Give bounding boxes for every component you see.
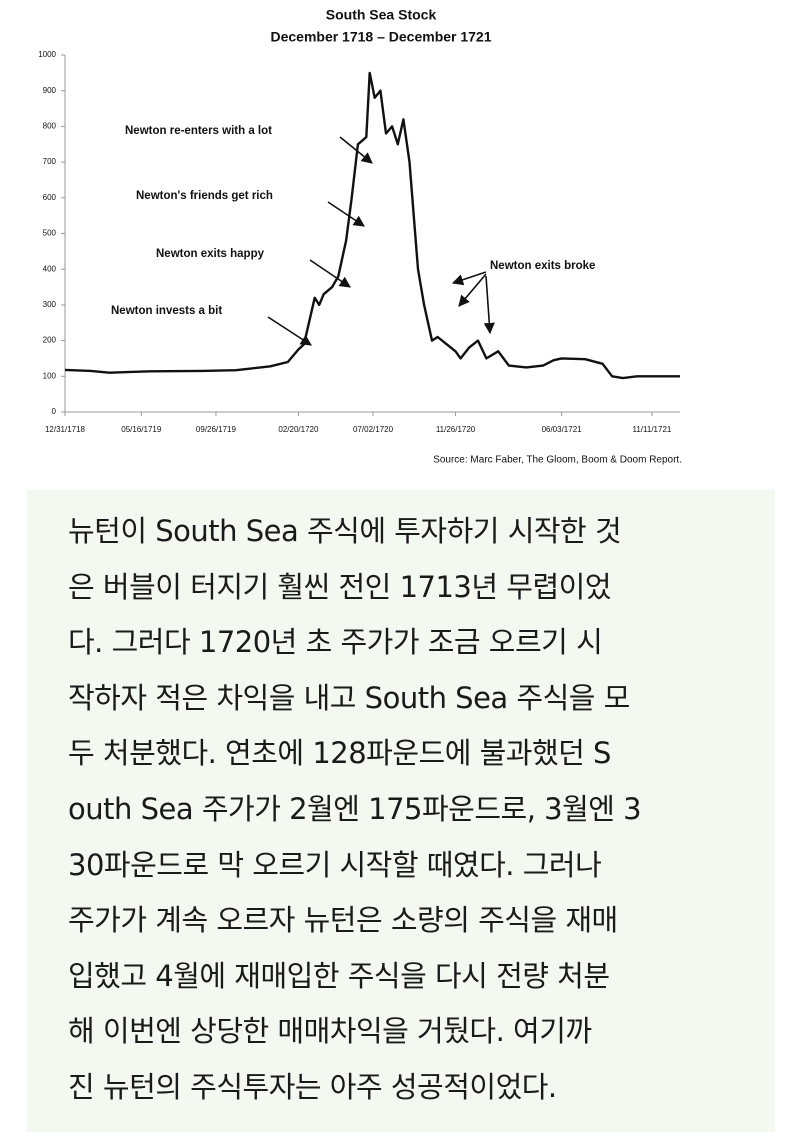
y-tick-label: 300 — [43, 300, 57, 309]
source: Source: Marc Faber, The Gloom, Boom & Do… — [433, 455, 682, 466]
article-line: 30파운드로 막 오르기 시작할 때였다. 그러나 — [68, 847, 602, 882]
y-tick-label: 900 — [43, 86, 57, 95]
x-tick-label: 06/03/1721 — [542, 425, 583, 434]
annotation-arrow — [309, 259, 351, 288]
annotation: Newton's friends get rich — [136, 190, 273, 202]
y-tick-label: 1000 — [38, 50, 56, 59]
article-line: 해 이번엔 상당한 매매차익을 거뒀다. 여기까 — [68, 1014, 592, 1049]
y-tick-label: 100 — [43, 371, 57, 380]
article-line: 작하자 적은 차익을 내고 South Sea 주식을 모 — [68, 680, 630, 715]
article-line: 입했고 4월에 재매입한 주식을 다시 전량 처분 — [68, 958, 610, 993]
annotation-arrow — [327, 201, 365, 227]
x-tick-label: 05/16/1719 — [121, 425, 162, 434]
annotation: Newton re-enters with a lot — [125, 125, 272, 137]
annotation: Newton invests a bit — [111, 305, 222, 317]
annotation-arrow — [339, 136, 373, 164]
article-line: 뉴턴이 South Sea 주식에 투자하기 시작한 것 — [68, 514, 622, 548]
y-tick-label: 700 — [43, 157, 57, 166]
article-line: 주가가 계속 오르자 뉴턴은 소량의 주식을 재매 — [68, 903, 618, 938]
article-line: outh Sea 주가가 2월엔 175파운드로, 3월엔 3 — [68, 792, 642, 826]
chart: South Sea Stock December 1718 – December… — [38, 7, 682, 466]
x-tick-label: 12/31/1718 — [45, 425, 86, 434]
y-tick-label: 800 — [43, 122, 57, 131]
chart-subtitle: December 1718 – December 1721 — [270, 29, 491, 45]
x-tick-label: 11/11/1721 — [633, 425, 672, 434]
annotation-arrow — [458, 273, 487, 307]
annotation: Newton exits broke — [490, 260, 595, 272]
annotation: Newton exits happy — [156, 248, 265, 260]
article-line: 은 버블이 터지기 훨씬 전인 1713년 무렵이었 — [68, 569, 612, 604]
annotation-arrow — [267, 316, 312, 346]
price-line — [64, 71, 680, 380]
article-line: 두 처분했다. 연초에 128파운드에 불과했던 S — [68, 736, 611, 771]
article-line: 진 뉴턴의 주식투자는 아주 성공적이었다. — [68, 1070, 557, 1104]
y-tick-label: 200 — [43, 336, 57, 345]
article-line: 다. 그러다 1720년 초 주가가 조금 오르기 시 — [68, 625, 603, 660]
y-tick-label: 600 — [43, 193, 57, 202]
x-tick-label: 07/02/1720 — [353, 425, 394, 434]
x-tick-label: 09/26/1719 — [196, 425, 237, 434]
annotation-arrow — [451, 271, 487, 286]
y-tick-label: 400 — [43, 264, 57, 273]
chart-title: South Sea Stock — [326, 7, 437, 23]
x-tick-label: 11/26/1720 — [436, 425, 476, 434]
x-tick-label: 02/20/1720 — [278, 425, 319, 434]
y-tick-label: 0 — [52, 407, 57, 416]
annotation-arrow — [483, 275, 495, 335]
y-tick-label: 500 — [43, 229, 57, 238]
